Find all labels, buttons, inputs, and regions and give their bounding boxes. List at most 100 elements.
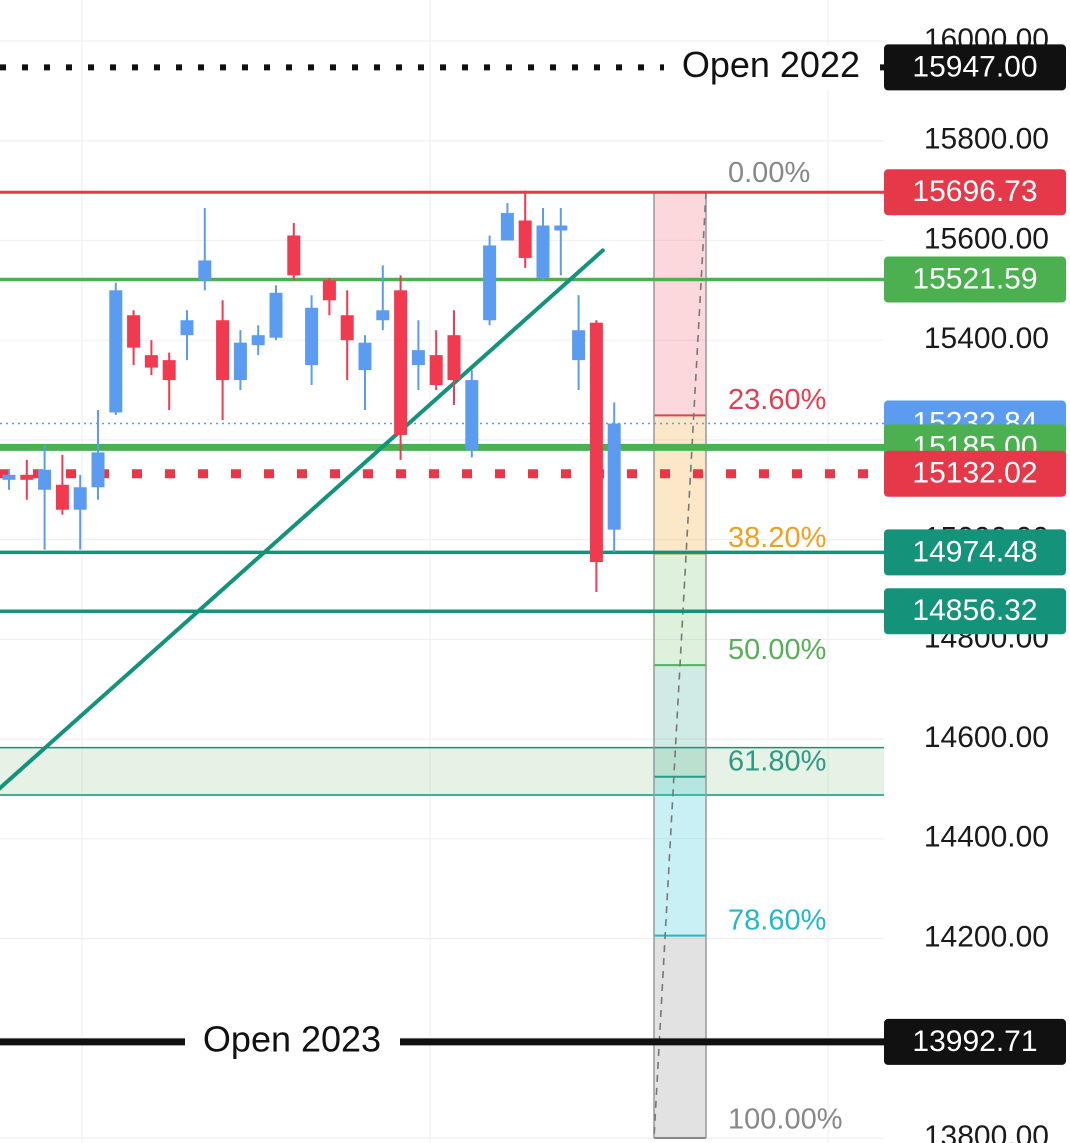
- candle-32: [572, 295, 586, 391]
- candle-body-22: [394, 290, 408, 435]
- horizontal-levels[interactable]: [0, 64, 884, 1046]
- support-zone: [0, 746, 884, 796]
- y-tick-9: 15600.00: [924, 222, 1049, 255]
- candle-body-32: [572, 330, 586, 361]
- candle-33: [589, 320, 603, 592]
- candle-body-17: [305, 307, 319, 366]
- annot-bg-open-2023: [185, 1017, 400, 1066]
- price-label-text-7: 14856.32: [912, 594, 1037, 627]
- fib-label-4: 61.80%: [728, 745, 826, 777]
- price-label-bg-8: [884, 1018, 1066, 1065]
- fibonacci-retracement[interactable]: 0.00% 23.60% 38.20% 50.00% 61.80% 78.60% 100.0…: [653, 157, 843, 1139]
- fib-label-2: 38.20%: [728, 522, 826, 554]
- candle-13: [233, 330, 247, 391]
- candle-8: [144, 340, 158, 376]
- candle-2: [38, 444, 52, 550]
- candle-29: [518, 190, 532, 268]
- candle-body-5: [91, 452, 105, 488]
- candle-31: [554, 208, 568, 276]
- annot-open-2023: Open 2023: [203, 1018, 381, 1059]
- candle-body-25: [447, 335, 461, 381]
- price-label-5: 15132.02: [884, 450, 1066, 497]
- candle-5: [91, 409, 105, 500]
- fib-label-6: 100.00%: [728, 1104, 843, 1136]
- y-tick-3: 14400.00: [924, 821, 1049, 854]
- trendline[interactable]: [0, 248, 605, 803]
- candle-12: [216, 300, 230, 420]
- annot-bg-open-2022: [664, 45, 874, 90]
- fib-band-4: [654, 776, 706, 936]
- candle-body-14: [251, 335, 265, 346]
- candle-10: [180, 310, 194, 361]
- candle-6: [109, 282, 123, 415]
- price-label-bg-6: [884, 529, 1066, 576]
- candle-body-10: [180, 320, 194, 336]
- candle-body-13: [233, 342, 247, 381]
- candle-25: [447, 310, 461, 406]
- fib-band-0: [654, 192, 706, 416]
- y-tick-4: 14600.00: [924, 721, 1049, 754]
- candle-body-24: [429, 355, 443, 386]
- y-tick-0: 13800.00: [924, 1120, 1049, 1143]
- candle-body-34: [607, 423, 621, 530]
- fib-label-3: 50.00%: [728, 634, 826, 666]
- candle-27: [483, 235, 497, 326]
- candle-16: [287, 223, 301, 281]
- candle-body-3: [55, 484, 69, 510]
- candle-18: [322, 277, 336, 316]
- price-axis-labels: 15947.0015696.7315521.5915232.8415185.00…: [884, 44, 1066, 1065]
- candle-body-26: [465, 380, 479, 450]
- candle-body-27: [483, 245, 497, 321]
- fib-band-3: [654, 665, 706, 777]
- candle-body-9: [162, 360, 176, 381]
- candle-14: [251, 325, 265, 356]
- fib-label-1: 23.60%: [728, 384, 826, 416]
- candle-28: [500, 203, 514, 241]
- candle-body-20: [358, 342, 372, 371]
- zone-fill: [0, 747, 884, 795]
- price-label-2: 15521.59: [884, 256, 1066, 303]
- candle-body-15: [269, 292, 283, 338]
- candle-0: [2, 469, 16, 490]
- price-label-6: 14974.48: [884, 529, 1066, 576]
- annot-open-2022: Open 2022: [682, 44, 860, 85]
- candle-7: [127, 310, 141, 366]
- price-label-bg-0: [884, 44, 1066, 91]
- candle-26: [465, 370, 479, 458]
- y-tick-2: 14200.00: [924, 920, 1049, 953]
- candle-body-7: [127, 315, 141, 348]
- price-label-bg-7: [884, 588, 1066, 635]
- candle-body-2: [38, 469, 52, 490]
- candle-body-4: [73, 487, 87, 510]
- price-label-text-8: 13992.71: [912, 1025, 1037, 1058]
- candle-22: [394, 275, 408, 460]
- y-tick-10: 15800.00: [924, 123, 1049, 156]
- candle-24: [429, 330, 443, 391]
- grid: [0, 0, 884, 1143]
- level-annotations: Open 2022 Open 2023: [185, 44, 874, 1066]
- candle-4: [73, 474, 87, 550]
- price-label-1: 15696.73: [884, 169, 1066, 216]
- candle-3: [55, 454, 69, 515]
- candle-body-19: [340, 315, 354, 341]
- candle-body-1: [20, 474, 34, 480]
- price-label-7: 14856.32: [884, 588, 1066, 635]
- candle-21: [376, 265, 390, 331]
- candle-body-21: [376, 310, 390, 321]
- fib-diagonal: [653, 192, 707, 1139]
- fib-band-2: [654, 553, 706, 666]
- candle-1: [20, 459, 34, 500]
- candle-9: [162, 352, 176, 410]
- price-label-bg-1: [884, 169, 1066, 216]
- ascending-trendline[interactable]: [0, 248, 605, 803]
- candle-30: [536, 208, 550, 281]
- candle-body-23: [411, 350, 425, 366]
- candle-body-18: [322, 280, 336, 301]
- price-label-bg-5: [884, 450, 1066, 497]
- candle-15: [269, 285, 283, 341]
- fib-band-5: [654, 935, 706, 1138]
- candle-body-33: [589, 322, 603, 563]
- candle-body-28: [500, 213, 514, 241]
- price-label-text-6: 14974.48: [912, 535, 1037, 568]
